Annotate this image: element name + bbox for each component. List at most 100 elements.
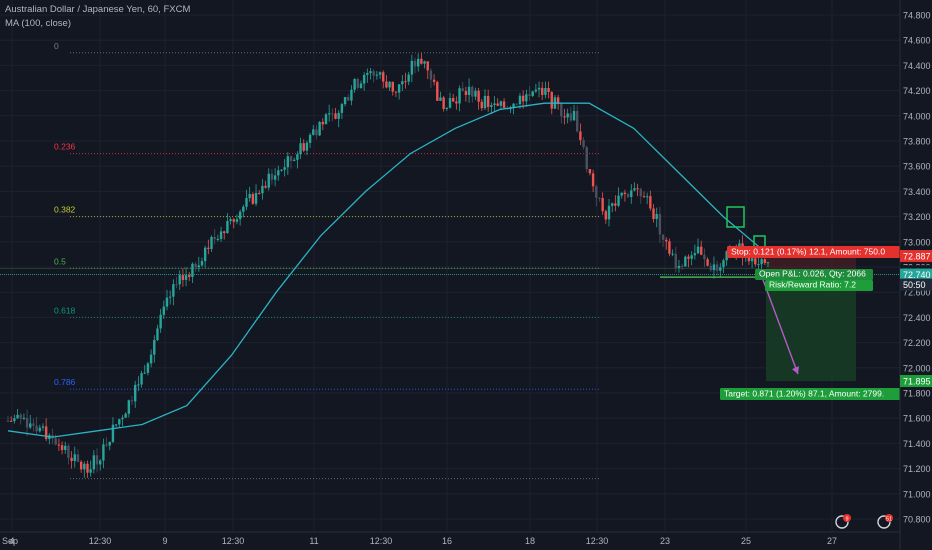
candle-body	[658, 214, 662, 235]
candle-body	[401, 81, 404, 85]
candle-body	[680, 265, 684, 267]
candle-body	[690, 255, 693, 259]
candle-body	[64, 445, 67, 451]
candle-body	[372, 71, 375, 76]
candle-body	[216, 239, 220, 241]
candle-body	[696, 246, 700, 254]
chart-title: Australian Dollar / Japanese Yen, 60, FX…	[5, 4, 191, 15]
candle-body	[60, 445, 64, 451]
candle-body	[286, 156, 290, 168]
candle-body	[496, 103, 499, 106]
fib-level-label: 0.786	[54, 377, 76, 387]
candle-body	[315, 129, 318, 136]
community-badge-icon[interactable]	[877, 515, 891, 529]
candle-body	[591, 173, 595, 187]
candle-body	[451, 98, 455, 102]
target-label-bg	[720, 388, 900, 400]
y-tick-label: 71.000	[903, 489, 931, 499]
annotations[interactable]: Stop: 0.121 (0.17%) 12.1, Amount: 750.0 O…	[720, 206, 900, 529]
y-tick-label: 70.800	[903, 515, 931, 525]
candle-body	[722, 260, 725, 268]
candle-body	[308, 134, 312, 143]
fib-level-label: 0.236	[54, 142, 76, 152]
candle-body	[168, 296, 172, 298]
candle-body	[665, 239, 668, 242]
candle-body	[366, 73, 369, 75]
candle-body	[639, 189, 643, 197]
candle-body	[172, 284, 175, 297]
candle-body	[461, 88, 464, 92]
y-tick-label: 74.800	[903, 11, 931, 21]
candle-body	[750, 258, 754, 262]
candle-body	[525, 94, 528, 102]
candle-body	[331, 113, 334, 115]
candle-body	[579, 131, 582, 141]
candle-body	[251, 193, 255, 204]
candle-body	[178, 275, 181, 285]
candle-body	[6, 420, 10, 422]
candle-body	[118, 419, 121, 425]
candle-body	[184, 275, 188, 280]
candle-body	[267, 173, 270, 188]
x-tick-label: 9	[162, 536, 167, 546]
candle-body	[362, 74, 366, 84]
candle-body	[312, 129, 315, 135]
candle-body	[57, 444, 61, 446]
risk-reward-label: Risk/Reward Ratio: 7.2	[769, 280, 856, 290]
candle-body	[242, 206, 245, 212]
candle-body	[302, 143, 305, 151]
y-tick-label: 72.200	[903, 338, 931, 348]
fib-level-label: 0.382	[54, 205, 76, 215]
candle-body	[693, 253, 697, 256]
candle-body	[649, 196, 652, 209]
candle-body	[86, 463, 89, 473]
candle-body	[655, 214, 658, 219]
candle-body	[229, 219, 232, 222]
candle-body	[343, 97, 347, 105]
candle-body	[22, 417, 26, 419]
candle-body	[32, 423, 35, 426]
candle-body	[213, 236, 216, 240]
y-tick-label: 72.600	[903, 288, 931, 298]
candle-body	[547, 88, 550, 92]
candle-body	[197, 265, 200, 268]
candlesticks	[6, 53, 770, 478]
candle-body	[417, 58, 420, 67]
candle-body	[512, 103, 515, 109]
candle-body	[410, 60, 414, 75]
notification-badge-icon[interactable]	[835, 515, 849, 529]
candle-body	[264, 185, 267, 188]
candle-body	[289, 156, 293, 161]
candle-body	[238, 211, 242, 220]
candle-body	[537, 87, 541, 90]
candle-body	[420, 58, 423, 64]
candle-body	[598, 197, 601, 199]
candle-body	[458, 88, 461, 104]
projection-arrow	[761, 276, 799, 375]
candle-body	[296, 154, 299, 160]
candle-body	[44, 426, 48, 440]
candle-body	[515, 103, 518, 105]
candle-body	[245, 198, 248, 207]
candle-body	[671, 253, 674, 255]
y-tick-label: 71.400	[903, 439, 931, 449]
x-tick-label: 12:30	[222, 536, 245, 546]
candle-body	[448, 98, 452, 108]
fibonacci-retracement[interactable]: 0 0.236 0.382 0.5 0.618 0.786	[0, 41, 760, 480]
candle-body	[194, 263, 197, 268]
position-zones	[766, 256, 856, 382]
candle-body	[385, 81, 388, 88]
highlight-box	[726, 206, 745, 228]
candle-body	[127, 400, 131, 414]
candle-body	[162, 306, 166, 315]
candle-body	[607, 205, 611, 220]
candle-body	[668, 241, 671, 254]
candle-body	[429, 70, 433, 80]
candle-body	[16, 414, 19, 419]
x-tick-label: 23	[660, 536, 670, 546]
candle-body	[35, 425, 38, 432]
x-tick-label: Sep	[2, 536, 18, 546]
price-badge-bg	[900, 250, 932, 263]
